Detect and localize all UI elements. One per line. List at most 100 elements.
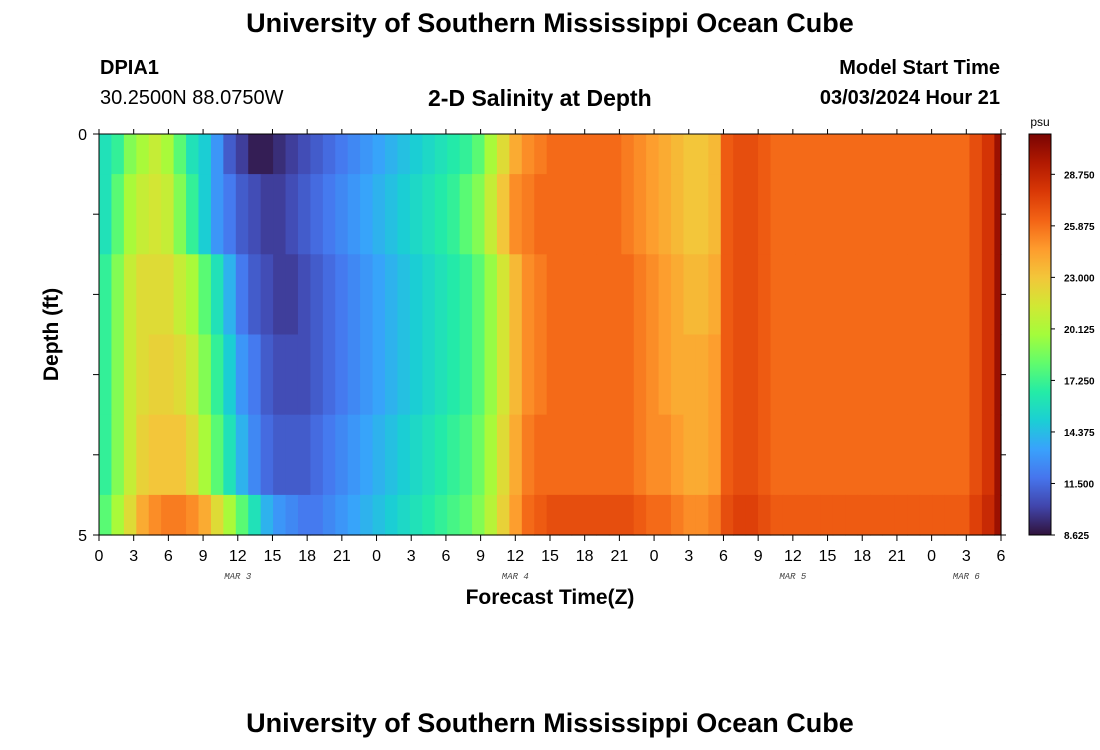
heatmap-cell (658, 414, 672, 496)
heatmap-cell (621, 414, 635, 496)
x-tick-label: 15 (819, 548, 837, 565)
heatmap-cell (472, 334, 486, 416)
heatmap-cell (944, 494, 958, 536)
heatmap-cell (633, 254, 647, 336)
heatmap-cell (770, 334, 784, 416)
heatmap-cell (99, 134, 113, 175)
heatmap-cell (695, 254, 709, 336)
station-coords: 30.2500N 88.0750W (100, 87, 284, 109)
heatmap-cell (981, 494, 995, 536)
colorbar-tick-label: 14.375 (1064, 428, 1095, 439)
heatmap-cell (186, 334, 200, 416)
day-label: MAR 5 (779, 572, 807, 582)
heatmap-cell (845, 134, 859, 175)
model-start-value: 03/03/2024 Hour 21 (819, 87, 1000, 109)
y-tick-label: 0 (78, 127, 87, 144)
heatmap-cell (907, 334, 921, 416)
heatmap-cell (770, 254, 784, 336)
heatmap-cell (894, 494, 908, 536)
heatmap-cell (832, 254, 846, 336)
heatmap-cell (210, 414, 224, 496)
heatmap-cell (646, 334, 660, 416)
y-tick-label: 5 (78, 528, 87, 545)
heatmap-cell (882, 494, 896, 536)
heatmap-cell (434, 174, 448, 255)
heatmap-cell (472, 254, 486, 336)
heatmap-cell (733, 334, 747, 416)
heatmap-cell (994, 134, 1002, 175)
heatmap-cell (807, 254, 821, 336)
heatmap-cell (720, 494, 734, 536)
heatmap-cell (496, 334, 510, 416)
heatmap-cell (720, 254, 734, 336)
heatmap-cell (795, 134, 809, 175)
heatmap-cell (484, 134, 498, 175)
heatmap-cell (484, 174, 498, 255)
heatmap-cell (223, 174, 237, 255)
heatmap-cell (434, 494, 448, 536)
heatmap-cell (608, 174, 622, 255)
heatmap-cell (310, 174, 324, 255)
heatmap-cell (210, 334, 224, 416)
heatmap-cell (857, 174, 871, 255)
heatmap-cell (932, 174, 946, 255)
heatmap-cell (608, 414, 622, 496)
page-title: University of Southern Mississippi Ocean… (246, 8, 854, 38)
heatmap-cell (409, 334, 423, 416)
heatmap-cell (683, 494, 697, 536)
heatmap-cell (583, 494, 598, 536)
heatmap-cell (596, 254, 610, 336)
heatmap-cell (981, 254, 995, 336)
heatmap-cell (994, 334, 1002, 416)
heatmap-cell (720, 334, 734, 416)
heatmap-cell (745, 414, 759, 496)
heatmap-cell (608, 134, 622, 175)
heatmap-cell (646, 134, 660, 175)
heatmap-cell (894, 254, 908, 336)
heatmap-cell (198, 334, 212, 416)
heatmap-cell (857, 254, 871, 336)
heatmap-cell (559, 494, 573, 536)
heatmap-cell (397, 134, 411, 175)
heatmap-cell (198, 254, 212, 336)
heatmap-cell (161, 254, 175, 336)
x-tick-label: 9 (199, 548, 208, 565)
heatmap-cell (297, 174, 312, 255)
heatmap-cell (845, 334, 859, 416)
heatmap-cell (148, 494, 162, 536)
heatmap-cell (447, 174, 461, 255)
heatmap-cell (397, 494, 411, 536)
heatmap-cell (596, 414, 610, 496)
heatmap-cell (496, 174, 510, 255)
heatmap-cell (360, 174, 374, 255)
heatmap-cell (148, 414, 162, 496)
heatmap-cell (957, 254, 971, 336)
heatmap-cell (932, 414, 946, 496)
heatmap-cell (235, 174, 249, 255)
heatmap-cell (658, 334, 672, 416)
heatmap-cell (285, 414, 299, 496)
heatmap-cell (869, 334, 884, 416)
heatmap-cell (397, 414, 411, 496)
heatmap-cell (559, 174, 573, 255)
heatmap-cell (633, 494, 647, 536)
heatmap-cell (297, 254, 312, 336)
heatmap-cell (360, 134, 374, 175)
x-tick-label: 18 (576, 548, 594, 565)
heatmap-cell (472, 134, 486, 175)
heatmap-cell (695, 174, 709, 255)
heatmap-cell (409, 414, 423, 496)
heatmap-cell (310, 494, 324, 536)
heatmap-cell (161, 334, 175, 416)
x-tick-label: 0 (372, 548, 381, 565)
heatmap-cell (173, 134, 187, 175)
heatmap-cell (733, 134, 747, 175)
heatmap-cell (658, 174, 672, 255)
heatmap-cell (546, 414, 560, 496)
heatmap-cell (459, 414, 473, 496)
heatmap-cell (297, 334, 312, 416)
heatmap-cell (621, 134, 635, 175)
colorbar-tick-label: 20.125 (1064, 325, 1095, 336)
heatmap-cell (235, 254, 249, 336)
heatmap-cell (385, 134, 399, 175)
